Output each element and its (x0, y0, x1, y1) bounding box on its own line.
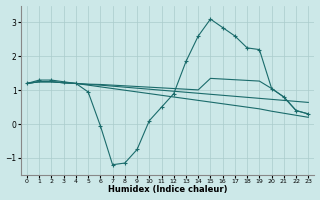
X-axis label: Humidex (Indice chaleur): Humidex (Indice chaleur) (108, 185, 228, 194)
